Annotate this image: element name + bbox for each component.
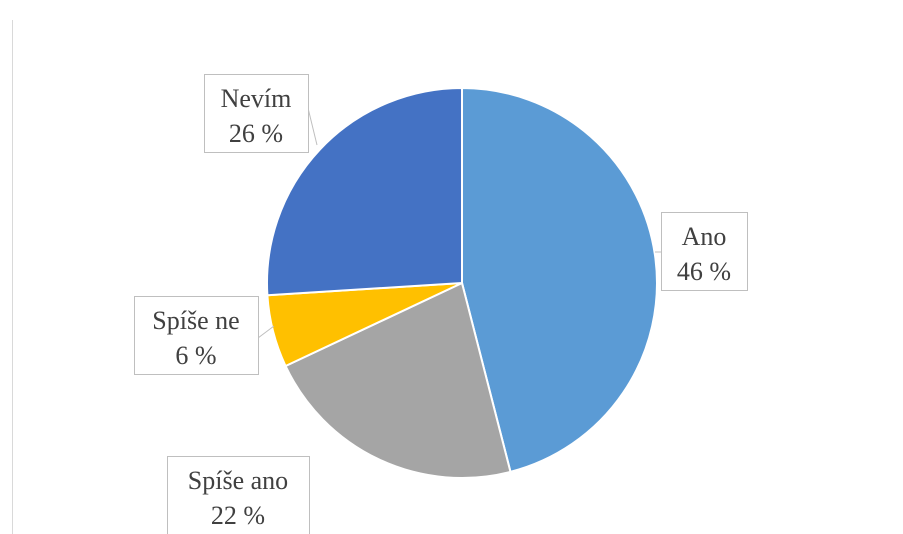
data-label-spise-ano: Spíše ano 22 % [167,456,310,534]
callout-leader-spise-ne [257,325,275,339]
data-label-nevim: Nevím 26 % [204,74,309,153]
slice-category-label: Ano [682,222,727,251]
callout-box [204,74,309,153]
slice-value-label: 22 % [211,501,265,530]
slice-category-label: Spíše ne [152,306,239,335]
slice-category-label: Spíše ano [188,466,288,495]
pie-slice-nevim [265,87,463,297]
pie-slice-ano [461,87,658,473]
slice-value-label: 6 % [175,341,216,370]
callout-leader-nevim [307,107,318,146]
labels-layer: Ano 46 % Spíše ano 22 % Spíše ne 6 % Nevím 26 % [134,74,748,534]
callout-box [167,456,310,534]
pie-slice-spise-ano [284,282,512,479]
data-label-ano: Ano 46 % [661,212,748,291]
slice-value-label: 46 % [677,257,731,286]
callout-box [134,296,259,375]
slice-value-label: 26 % [229,119,283,148]
slices-layer [265,87,658,479]
slice-category-label: Nevím [221,84,292,113]
callout-box [661,212,748,291]
data-label-spise-ne: Spíše ne 6 % [134,296,259,375]
